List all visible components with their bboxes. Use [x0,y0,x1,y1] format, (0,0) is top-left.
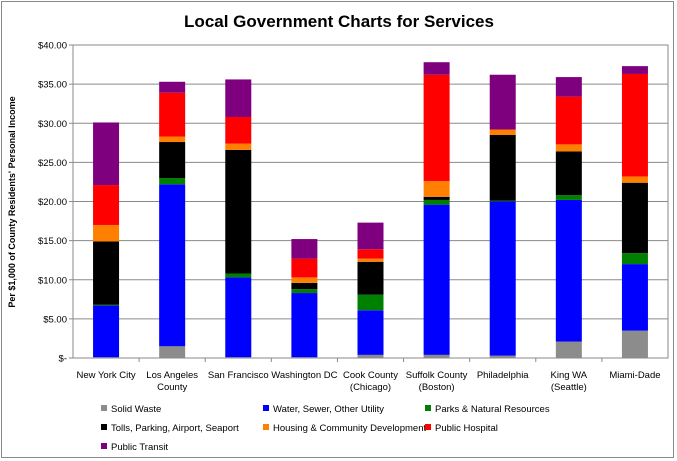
legend-swatch [101,443,107,449]
bar-segment [159,346,186,358]
bar-segment [489,201,516,356]
bar-segment [357,354,384,358]
bar-segment [621,73,648,177]
bar-segment [93,305,120,358]
legend-label: Parks & Natural Resources [435,404,550,415]
bar-segment [291,277,318,283]
bar-segment [159,184,186,347]
bar-segment [291,293,318,358]
y-tick-label: $10.00 [38,275,67,286]
bar-segment [555,151,582,196]
bar-segment [159,178,186,185]
bar-segment [489,134,516,201]
legend: Solid Waste Water, Sewer, Other Utility Pa… [101,404,550,453]
legend-swatch [101,405,107,411]
bars-layer [93,62,648,358]
chart-title: Local Government Charts for Services [184,12,494,31]
bar-segment [159,81,186,93]
axis-layer: $- $5.00 $10.00 $15.00 $20.00 $25.00 $30.00 $35… [38,41,668,393]
bar-segment [225,273,252,278]
x-tick-label: Miami-Dade [609,370,660,381]
legend-swatch [263,405,269,411]
bar-segment [159,142,186,179]
y-tick-label: $25.00 [38,158,67,169]
bar-segment [423,199,450,205]
bar-segment [423,74,450,182]
bar-segment [93,224,120,242]
bar-segment [489,355,516,358]
x-tick-label: Los Angeles County [146,370,198,393]
bar-segment [357,222,384,250]
bar-segment [621,264,648,331]
legend-label: Public Transit [111,442,168,453]
bar-segment [555,77,582,97]
y-tick-label: $40.00 [38,41,67,52]
x-tick-label: King WA (Seattle) [551,370,588,393]
y-tick-label: $30.00 [38,119,67,130]
bar-segment [489,74,516,130]
bar-segment [357,258,384,262]
bar-segment [621,176,648,183]
bar-segment [93,304,120,306]
bar-segment [291,282,318,290]
legend-label: Housing & Community Development [273,423,426,434]
bar-segment [423,62,450,75]
legend-label: Water, Sewer, Other Utility [273,404,384,415]
bar-segment [357,310,384,355]
x-tick-label: San Francisco [208,370,269,381]
y-tick-label: $20.00 [38,197,67,208]
bar-segment [225,277,252,358]
bar-segment [225,149,252,274]
bar-segment [93,122,120,186]
bar-segment [489,200,516,202]
bar-segment [159,92,186,137]
legend-swatch [425,424,431,430]
bar-segment [621,182,648,254]
bar-segment [291,289,318,294]
y-tick-label: $15.00 [38,236,67,247]
bar-segment [555,341,582,358]
y-tick-label: $35.00 [38,80,67,91]
bar-segment [225,143,252,150]
bar-segment [555,96,582,145]
bar-segment [357,261,384,295]
bar-segment [357,249,384,259]
x-tick-label: Philadelphia [477,370,529,381]
legend-label: Solid Waste [111,404,161,415]
bar-segment [291,258,318,278]
y-tick-label: $- [59,354,67,365]
bar-segment [423,181,450,197]
bar-segment [489,129,516,135]
bar-segment [423,196,450,200]
bar-segment [423,354,450,358]
x-tick-label: Washington DC [271,370,337,381]
bar-segment [423,204,450,355]
bar-segment [357,294,384,311]
bar-segment [225,79,252,117]
y-axis-label: Per $1,000 of County Residents' Personal… [7,96,17,307]
bar-segment [621,253,648,265]
x-tick-label: Suffolk County (Boston) [406,370,468,393]
bar-segment [93,241,120,305]
legend-label: Tolls, Parking, Airport, Seaport [111,423,239,434]
legend-label: Public Hospital [435,423,498,434]
bar-segment [555,144,582,152]
legend-swatch [263,424,269,430]
legend-swatch [425,405,431,411]
bar-segment [621,330,648,358]
x-tick-label: Cook County (Chicago) [343,370,398,393]
bar-segment [291,239,318,259]
legend-swatch [101,424,107,430]
y-tick-label: $5.00 [43,314,67,325]
bar-segment [225,116,252,144]
bar-segment [555,199,582,342]
bar-segment [555,195,582,200]
x-tick-label: New York City [76,370,135,381]
bar-segment [621,66,648,74]
bar-segment [159,136,186,143]
bar-segment [93,185,120,225]
